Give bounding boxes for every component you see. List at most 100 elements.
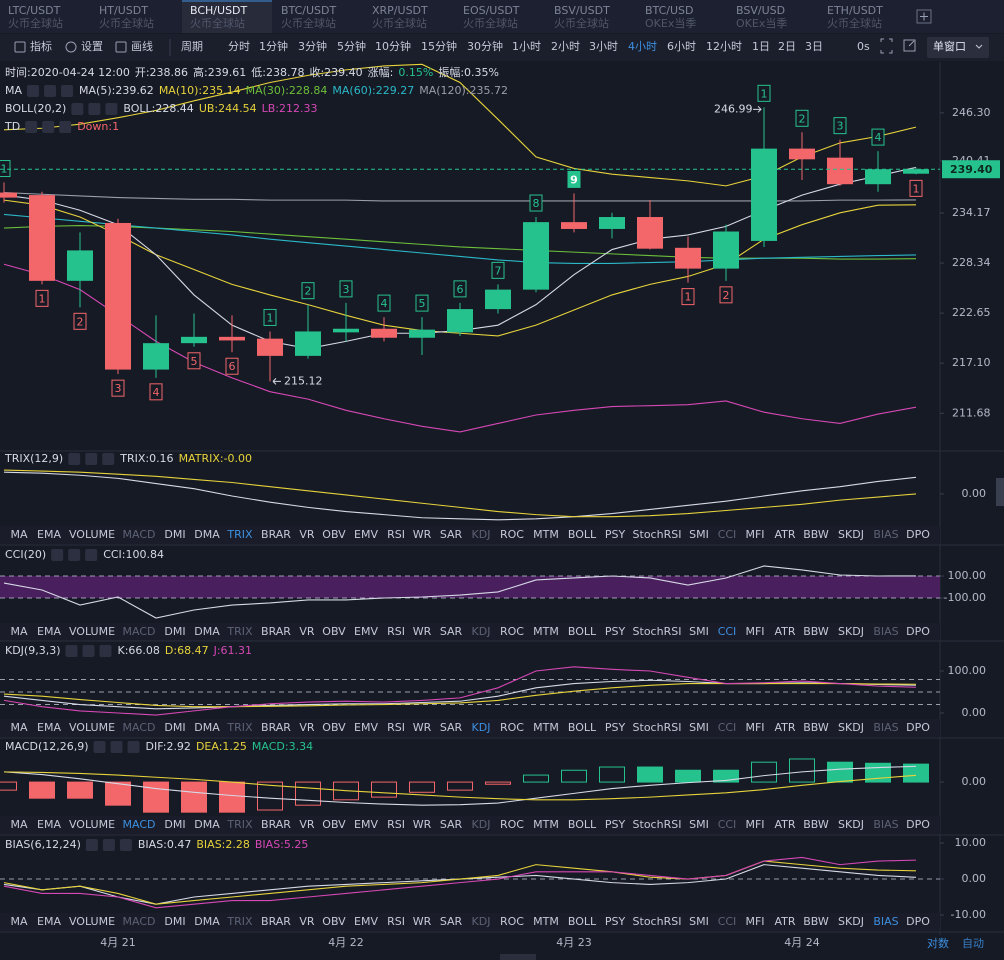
indicator-tab[interactable]: EMA [37, 915, 61, 928]
indicator-tab[interactable]: ROC [500, 721, 524, 734]
indicator-tab[interactable]: MFI [745, 721, 764, 734]
indicator-tab[interactable]: RSI [387, 528, 405, 541]
indicator-tab[interactable]: OBV [322, 915, 346, 928]
legend-icon[interactable] [68, 549, 81, 561]
indicator-tab[interactable]: DMA [194, 528, 220, 541]
tool-button[interactable]: 画线 [131, 39, 153, 53]
indicator-tab[interactable]: CCI [718, 528, 737, 541]
fullscreen-icon[interactable] [880, 38, 893, 54]
indicator-tab[interactable]: BOLL [568, 721, 597, 734]
legend-icon[interactable] [102, 839, 115, 851]
legend-icon[interactable] [110, 741, 123, 753]
indicator-tab[interactable]: MA [10, 625, 27, 638]
scale-mode[interactable]: 自动 [962, 937, 984, 950]
indicator-tab[interactable]: MTM [533, 818, 559, 831]
indicator-tab[interactable]: StochRSI [633, 528, 682, 541]
tab[interactable] [364, 0, 454, 33]
window-select[interactable] [927, 37, 989, 58]
indicator-tab[interactable]: BBW [803, 915, 829, 928]
legend-icon[interactable] [61, 85, 74, 97]
indicator-tab[interactable]: StochRSI [633, 915, 682, 928]
indicator-tab[interactable]: DMA [194, 915, 220, 928]
indicator-tab[interactable]: MTM [533, 721, 559, 734]
indicator-tab[interactable]: WR [413, 915, 432, 928]
side-handle[interactable] [996, 478, 1004, 506]
tab[interactable] [455, 0, 545, 33]
indicator-tab[interactable]: EMA [37, 721, 61, 734]
indicator-tab[interactable]: MFI [745, 625, 764, 638]
indicator-tab[interactable]: ATR [774, 625, 795, 638]
period-button[interactable]: 12小时 [706, 40, 742, 53]
indicator-tab[interactable]: ROC [500, 915, 524, 928]
indicator-tab[interactable]: MACD [123, 528, 156, 541]
tab[interactable] [91, 0, 181, 33]
bottom-handle[interactable] [500, 954, 536, 960]
indicator-tab[interactable]: ROC [500, 528, 524, 541]
indicator-tab[interactable]: SAR [440, 625, 463, 638]
indicator-tab[interactable]: VR [299, 915, 315, 928]
indicator-tab[interactable]: CCI [718, 818, 737, 831]
indicator-tab[interactable]: PSY [605, 625, 626, 638]
indicator-tab[interactable]: MA [10, 915, 27, 928]
indicator-tab[interactable]: EMV [354, 721, 378, 734]
indicator-tab[interactable]: VOLUME [69, 625, 115, 638]
indicator-tab[interactable]: SKDJ [838, 721, 864, 734]
period-button[interactable]: 30分钟 [467, 39, 503, 53]
indicator-tab[interactable]: EMA [37, 625, 61, 638]
indicator-tab[interactable]: BOLL [568, 818, 597, 831]
indicator-tab[interactable]: DPO [906, 915, 930, 928]
indicator-tab[interactable]: EMA [37, 818, 61, 831]
indicator-tab[interactable]: CCI [718, 625, 737, 638]
indicator-tab[interactable]: WR [413, 625, 432, 638]
indicator-tab[interactable]: EMV [354, 625, 378, 638]
indicator-tab[interactable]: StochRSI [633, 721, 682, 734]
indicator-tab[interactable]: TRIX [226, 721, 253, 734]
indicator-tab[interactable]: BIAS [873, 818, 898, 831]
period-button[interactable]: 2日 [778, 40, 796, 53]
indicator-tab[interactable]: DMI [164, 625, 185, 638]
indicator-tab[interactable]: SAR [440, 528, 463, 541]
indicator-tab[interactable]: SKDJ [838, 528, 864, 541]
tab[interactable] [728, 0, 818, 33]
indicator-tab[interactable]: VOLUME [69, 528, 115, 541]
indicator-tab[interactable]: ATR [774, 721, 795, 734]
legend-icon[interactable] [51, 549, 64, 561]
indicator-tab[interactable]: EMV [354, 528, 378, 541]
legend-icon[interactable] [99, 645, 112, 657]
indicator-tab[interactable]: BRAR [261, 721, 291, 734]
period-button[interactable]: 6小时 [667, 40, 696, 53]
indicator-tab[interactable]: TRIX [226, 528, 253, 541]
indicator-tab[interactable]: PSY [605, 915, 626, 928]
tool-button[interactable]: 设置 [81, 40, 103, 53]
legend-icon[interactable] [25, 121, 38, 133]
period-button[interactable]: 1小时 [512, 40, 541, 53]
indicator-tab[interactable]: DMI [164, 721, 185, 734]
legend-icon[interactable] [85, 453, 98, 465]
indicator-tab[interactable]: VR [299, 818, 315, 831]
indicator-tab[interactable]: KDJ [472, 721, 491, 734]
indicator-tab[interactable]: MACD [123, 625, 156, 638]
indicator-tab[interactable]: SAR [440, 721, 463, 734]
indicator-tab[interactable]: CCI [718, 915, 737, 928]
indicator-tab[interactable]: ROC [500, 625, 524, 638]
indicator-tab[interactable]: VR [299, 721, 315, 734]
indicator-tab[interactable]: VR [299, 625, 315, 638]
indicator-tab[interactable]: DMA [194, 818, 220, 831]
period-button[interactable]: 4小时 [628, 40, 657, 53]
indicator-tab[interactable]: SMI [689, 625, 709, 638]
indicator-tab[interactable]: BOLL [568, 528, 597, 541]
indicator-tab[interactable]: DPO [906, 625, 930, 638]
indicator-tab[interactable]: MA [10, 528, 27, 541]
indicator-tab[interactable]: WR [413, 528, 432, 541]
indicator-tab[interactable]: BIAS [873, 721, 898, 734]
indicator-tab[interactable]: DMA [194, 625, 220, 638]
legend-icon[interactable] [82, 645, 95, 657]
indicator-tab[interactable]: OBV [322, 818, 346, 831]
indicator-tab[interactable]: DPO [906, 528, 930, 541]
indicator-tab[interactable]: EMV [354, 915, 378, 928]
indicator-tab[interactable]: VOLUME [69, 818, 115, 831]
indicator-tab[interactable]: KDJ [472, 528, 491, 541]
indicator-tab[interactable]: BBW [803, 818, 829, 831]
indicator-tab[interactable]: ATR [774, 915, 795, 928]
indicator-tab[interactable]: StochRSI [633, 818, 682, 831]
